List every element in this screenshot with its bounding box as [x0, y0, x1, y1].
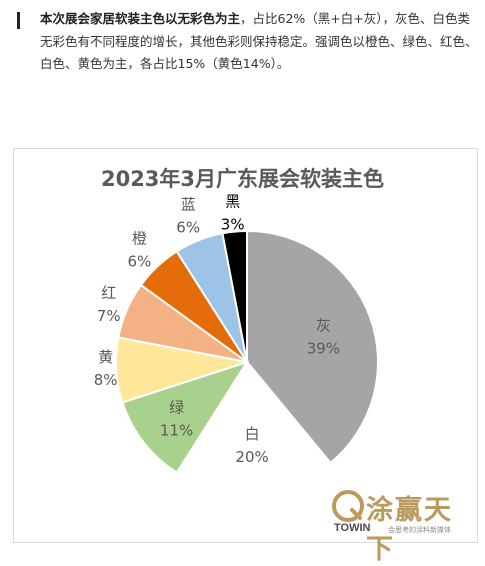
pie-label-category: 红 [101, 284, 116, 302]
watermark: 涂赢天下 TOWIN 会思考的涂料新媒体 [330, 488, 480, 565]
pie-slice-8 [221, 229, 248, 363]
pie-label-category: 绿 [169, 399, 184, 417]
quote-bar [17, 12, 20, 29]
pie-slice-2 [175, 360, 332, 494]
intro-bold-text: 本次展会家居软装主色以无彩色为主 [40, 11, 241, 26]
pie-label-category: 蓝 [181, 195, 196, 213]
pie-label-category: 黑 [225, 193, 240, 211]
intro-paragraph: 本次展会家居软装主色以无彩色为主，占比62%（黑+白+灰），灰色、白色类无彩色有… [40, 8, 478, 76]
pie-label-percent: 3% [221, 216, 245, 234]
pie-label-percent: 39% [307, 340, 340, 358]
pie-label-percent: 20% [235, 448, 268, 466]
pie-label-percent: 8% [94, 371, 118, 389]
watermark-subtitle: 会思考的涂料新媒体 [388, 526, 451, 534]
chart-title: 2023年3月广东展会软装主色 [100, 167, 385, 191]
pie-label-percent: 6% [128, 252, 152, 270]
pie-label-percent: 7% [97, 307, 121, 325]
intro-rest-text: ，占比62%（黑+白+灰），灰色、白色类无彩色有不同程度的增长，其他色彩则保持稳… [40, 11, 478, 71]
watermark-logo-icon [332, 490, 364, 522]
pie-slices [115, 229, 379, 494]
pie-label-category: 灰 [316, 317, 331, 335]
pie-label-percent: 11% [160, 422, 193, 440]
pie-label-category: 黄 [98, 348, 113, 366]
pie-slice-1 [246, 229, 379, 465]
pie-label-category: 橙 [132, 229, 147, 247]
pie-chart: 灰 39% 白 20% 绿 11% 黄 8% 红 7% 橙 6% 蓝 6% 黑 3% [93, 192, 379, 494]
pie-labels: 灰 39% 白 20% 绿 11% 黄 8% 红 7% 橙 6% 蓝 6% 黑 3% [94, 193, 340, 466]
pie-label-category: 白 [245, 425, 260, 443]
pie-slice-3 [121, 360, 250, 474]
watermark-brand: TOWIN [334, 522, 371, 534]
pie-label-percent: 6% [176, 218, 200, 236]
